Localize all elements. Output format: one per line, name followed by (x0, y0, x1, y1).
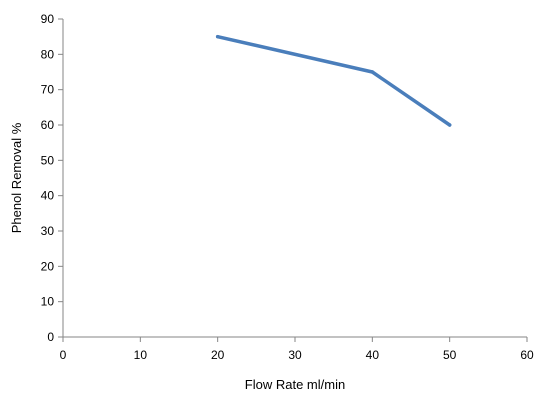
y-tick-label: 50 (41, 153, 55, 167)
plot-area: 0 10 20 30 40 50 60 70 80 90 0 10 20 30 40 50 60 (41, 12, 534, 362)
x-tick-label: 40 (366, 348, 380, 362)
y-tick-label: 40 (41, 189, 55, 203)
y-axis-title: Phenol Removal % (9, 122, 24, 233)
y-tick-label: 20 (41, 259, 55, 273)
y-tick-label: 60 (41, 118, 55, 132)
data-point (370, 70, 375, 74)
y-tick-label: 10 (41, 295, 55, 309)
x-tick-label: 10 (134, 348, 148, 362)
x-axis-title: Flow Rate ml/min (245, 377, 345, 392)
y-tick-label: 80 (41, 47, 55, 61)
y-tick-label: 90 (41, 12, 55, 26)
y-axis-ticks: 0 10 20 30 40 50 60 70 80 90 (41, 12, 63, 344)
y-tick-label: 0 (47, 330, 54, 344)
y-tick-label: 30 (41, 224, 55, 238)
x-tick-label: 30 (288, 348, 302, 362)
x-tick-label: 60 (520, 348, 534, 362)
series-layer (215, 34, 452, 127)
x-tick-label: 20 (211, 348, 225, 362)
y-tick-label: 70 (41, 83, 55, 97)
x-axis-ticks: 0 10 20 30 40 50 60 (60, 337, 534, 362)
data-point (215, 34, 220, 39)
x-tick-label: 0 (60, 348, 67, 362)
series-line-0 (215, 34, 452, 127)
x-tick-label: 50 (443, 348, 457, 362)
data-point (447, 123, 452, 127)
